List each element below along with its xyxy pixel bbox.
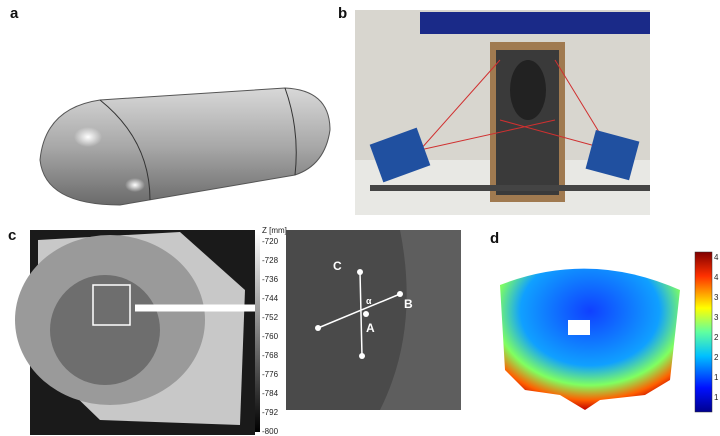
point-label: C [333,259,342,273]
scale-tick-label: -736 [262,275,279,284]
scale-tick-label: -760 [262,332,279,341]
colorbar-tick-label: 1 [714,393,719,402]
scale-tick-label: -728 [262,256,279,265]
colorbar-tick-label: 4 [714,273,719,282]
panel-label: c [8,227,16,244]
strain-surface [500,269,680,410]
scale-tick-label: -792 [262,408,279,417]
scale-tick-label: -776 [262,370,279,379]
scale-tick-label: -800 [262,427,279,436]
scale-header: Z [mm] [262,226,287,235]
depth-map [15,230,280,435]
scale-ticks: -720 -728 -736 -744 -752 -760 -768 -776 -784 -792… [262,237,279,436]
colorbar [695,252,712,412]
scale-tick-label: -768 [262,351,279,360]
colorbar-tick-label: 3 [714,313,719,322]
panel-label: b [338,5,347,22]
figure: a b c Z [mm] -720 -728 -736 -744 -752 -760 -76… [0,0,720,436]
panel-label: a [10,5,19,22]
page: {"panels": {"a": "a", "b": "b", "c": "c"… [0,0,720,436]
scale-tick-label: -720 [262,237,279,246]
colorbar-ticks: 4 4 3 3 2 2 1 1 [714,253,719,402]
colorbar-tick-label: 2 [714,353,719,362]
colorbar-tick-label: 1 [714,373,719,382]
point-label: B [404,297,413,311]
scale-tick-label: -744 [262,294,279,303]
scale-tick-label: -752 [262,313,279,322]
colorbar-tick-label: 4 [714,253,719,262]
colorbar-tick-label: 3 [714,293,719,302]
capsule [40,88,330,205]
scale-tick-label: -784 [262,389,279,398]
inset [286,230,461,410]
panel-label: d [490,230,499,247]
photo [355,10,650,215]
point-label: A [366,321,375,335]
point-label: α [366,296,372,306]
colorbar-tick-label: 2 [714,333,719,342]
